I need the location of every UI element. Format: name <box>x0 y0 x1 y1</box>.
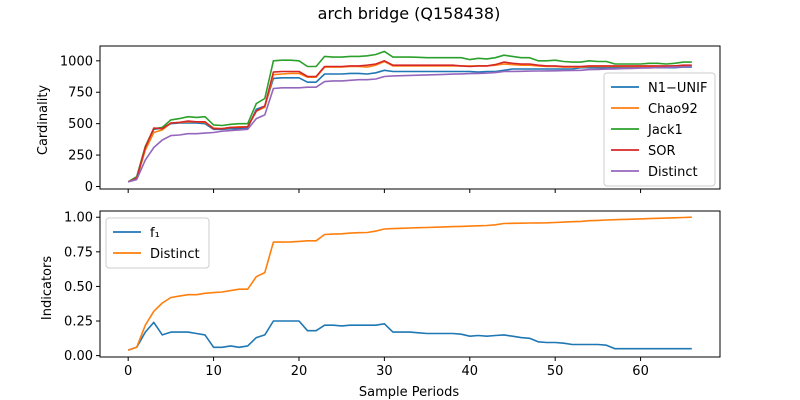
legend-label: f₁ <box>150 226 160 241</box>
series-line-cardinality-2 <box>127 50 692 183</box>
y-tick-label: 750 <box>68 86 93 101</box>
panel-cardinality: 0 250 500 750 1000 Cardinality N1−UNIF Chao92… <box>36 45 721 195</box>
xlabel: Sample Periods <box>359 385 459 400</box>
legend-box <box>105 217 210 269</box>
axes-frame <box>99 45 721 190</box>
legend-label: SOR <box>648 144 676 159</box>
y-tick-label: 1000 <box>60 54 93 69</box>
x-tick-label: 20 <box>291 364 308 379</box>
panel-indicators: 0.00 0.25 0.50 0.75 1.00 0 10 20 30 40 50 60 Indica… <box>40 210 721 379</box>
x-tick-label: 0 <box>124 364 132 379</box>
y-tick-label: 0.50 <box>64 280 93 295</box>
x-tick-label: 30 <box>376 364 393 379</box>
plot-area-indicators: 0.00 0.25 0.50 0.75 1.00 0 10 20 30 40 50 60 <box>64 210 721 379</box>
y-tick-label: 0 <box>85 180 93 195</box>
legend-label: Chao92 <box>648 102 698 117</box>
series-line-indicators-0 <box>127 320 692 351</box>
y-tick-label: 0.25 <box>64 315 93 330</box>
ylabel-indicators: Indicators <box>40 256 55 320</box>
legend-cardinality: N1−UNIF Chao92 Jack1 SOR Distinct <box>603 72 716 187</box>
x-tick-label: 10 <box>205 364 222 379</box>
chart-title: arch bridge (Q158438) <box>318 4 501 23</box>
axes-frame <box>99 210 721 358</box>
legend-box <box>603 72 716 187</box>
y-tick-label: 0.00 <box>64 349 93 364</box>
y-tick-label: 0.75 <box>64 245 93 260</box>
x-tick-label: 40 <box>462 364 479 379</box>
y-tick-label: 250 <box>68 149 93 164</box>
series-line-cardinality-4 <box>127 65 692 183</box>
ylabel-cardinality: Cardinality <box>36 85 51 156</box>
series-line-cardinality-3 <box>127 59 692 183</box>
legend-label: Jack1 <box>647 123 683 138</box>
series-line-indicators-1 <box>127 216 692 351</box>
plot-area-cardinality: 0 250 500 750 1000 <box>60 45 721 195</box>
x-tick-label: 60 <box>632 364 649 379</box>
x-tick-label: 50 <box>547 364 564 379</box>
y-tick-label: 500 <box>68 117 93 132</box>
legend-label: Distinct <box>648 165 698 180</box>
legend-indicators: f₁ Distinct <box>105 217 210 269</box>
legend-label: N1−UNIF <box>648 81 707 96</box>
y-tick-label: 1.00 <box>64 211 93 226</box>
legend-label: Distinct <box>150 247 200 262</box>
